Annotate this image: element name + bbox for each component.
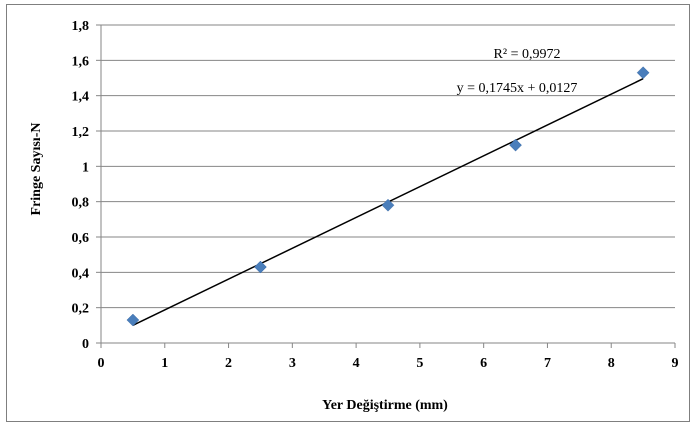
data-point bbox=[382, 199, 394, 211]
x-tick-label: 4 bbox=[353, 356, 360, 371]
data-points bbox=[127, 67, 649, 326]
x-tick-label: 7 bbox=[544, 356, 551, 371]
axes bbox=[96, 25, 675, 348]
data-point bbox=[637, 67, 649, 79]
x-tick-label: 0 bbox=[98, 356, 105, 371]
gridlines bbox=[101, 25, 675, 308]
y-tick-label: 0,4 bbox=[72, 266, 90, 281]
x-axis-title: Yer Değiştirme (mm) bbox=[322, 398, 448, 413]
x-tick-label: 5 bbox=[416, 356, 423, 371]
x-tick-label: 8 bbox=[608, 356, 615, 371]
x-tick-label: 2 bbox=[225, 356, 232, 371]
y-tick-label: 1,4 bbox=[72, 90, 90, 105]
y-tick-label: 1,2 bbox=[72, 125, 90, 140]
data-point bbox=[127, 314, 139, 326]
data-point bbox=[510, 139, 522, 151]
y-tick-label: 1,8 bbox=[72, 19, 90, 34]
y-tick-label: 0,6 bbox=[72, 231, 90, 246]
x-tick-label: 3 bbox=[289, 356, 296, 371]
y-tick-label: 0,2 bbox=[72, 302, 90, 317]
y-tick-label: 1 bbox=[82, 160, 89, 175]
x-tick-label: 6 bbox=[480, 356, 487, 371]
trendline-equation: y = 0,1745x + 0,0127 bbox=[457, 81, 578, 96]
x-tick-label: 1 bbox=[161, 356, 168, 371]
y-tick-label: 0,8 bbox=[72, 196, 90, 211]
y-tick-label: 1,6 bbox=[72, 54, 90, 69]
y-axis-title: Fringe Sayısı-N bbox=[29, 123, 44, 216]
tick-labels: 0 0,2 0,4 0,6 0,8 1 1,2 1,4 1,6 1,8 0 1 2 3 4 5 6 7 8 9 bbox=[72, 19, 679, 371]
r-squared-annotation: R² = 0,9972 bbox=[494, 47, 561, 62]
x-tick-label: 9 bbox=[672, 356, 679, 371]
data-point bbox=[254, 261, 266, 273]
y-tick-label: 0 bbox=[82, 337, 89, 352]
